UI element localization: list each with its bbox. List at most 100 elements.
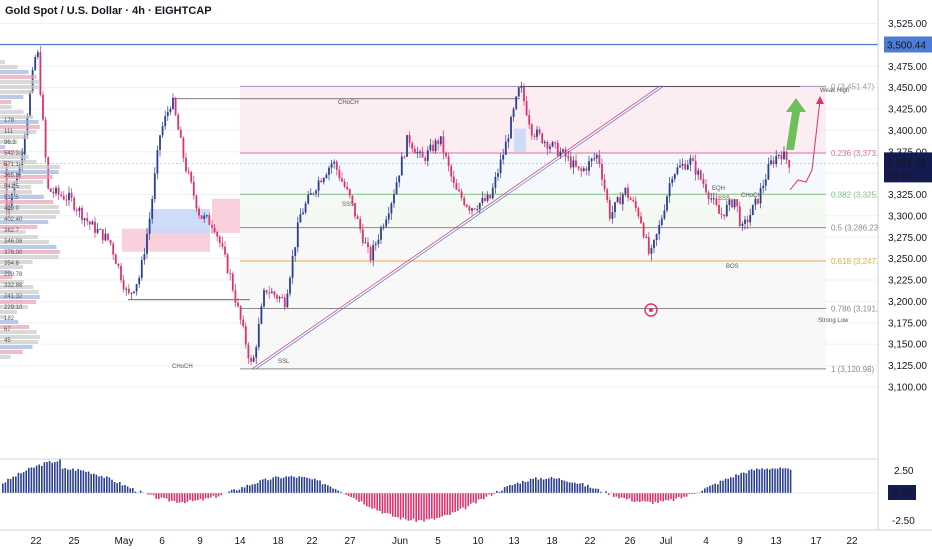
candle-body xyxy=(216,231,219,237)
oscillator-bar xyxy=(475,493,477,504)
oscillator-bar xyxy=(199,493,202,499)
volume-profile-label: 346.08 xyxy=(4,239,23,245)
candle-body xyxy=(203,215,206,219)
oscillator-bar xyxy=(17,472,20,493)
oscillator-bar xyxy=(358,493,360,502)
oscillator-bar xyxy=(511,485,514,493)
candle-body xyxy=(291,256,294,278)
candles-group xyxy=(3,45,791,366)
candle-body xyxy=(320,180,323,183)
oscillator-bar xyxy=(685,493,688,497)
oscillator-bar xyxy=(269,479,272,493)
volume-profile-bar xyxy=(0,345,33,349)
oscillator-bar xyxy=(438,493,441,518)
oscillator-bar xyxy=(524,482,527,493)
candle-body xyxy=(746,219,749,223)
oscillator-bar xyxy=(748,470,750,493)
oscillator-bar xyxy=(241,487,243,493)
candle-body xyxy=(385,219,388,227)
volume-profile-bar xyxy=(0,165,60,169)
candle-body xyxy=(632,199,635,202)
candle-body xyxy=(286,293,289,308)
oscillator-bar xyxy=(319,480,321,493)
oscillator-bar xyxy=(290,475,293,493)
oscillator-bar xyxy=(353,493,355,498)
oscillator-bar xyxy=(620,493,623,498)
volume-profile-label: 542.384 xyxy=(4,151,26,157)
candle-body xyxy=(200,215,203,219)
candle-body xyxy=(29,92,31,117)
oscillator-bar xyxy=(126,486,129,493)
oscillator-bar xyxy=(607,493,610,496)
oscillator-bar xyxy=(54,462,56,493)
oscillator-bar xyxy=(535,477,537,493)
oscillator-bar xyxy=(150,493,152,495)
oscillator-bar xyxy=(675,493,677,499)
volume-profile-bar xyxy=(0,215,57,219)
date-tick-label: 17 xyxy=(810,536,822,547)
volume-profile-bar xyxy=(0,310,17,314)
oscillator-bar xyxy=(678,493,680,497)
candle-body xyxy=(772,160,775,165)
oscillator-bar xyxy=(12,476,14,493)
candle-body xyxy=(281,297,284,299)
candle-body xyxy=(112,243,115,255)
candle-body xyxy=(393,194,395,204)
candle-body xyxy=(476,209,479,211)
oscillator-bar xyxy=(558,478,560,493)
oscillator-bar xyxy=(103,477,105,493)
demand-zone xyxy=(514,128,526,152)
price-tick-label: 3,475.00 xyxy=(888,62,927,73)
annotation-choch-top: CHoCH xyxy=(338,100,359,106)
candle-body xyxy=(523,86,525,102)
oscillator-bar xyxy=(7,478,9,493)
candle-body xyxy=(642,223,645,237)
oscillator-bar xyxy=(210,493,212,498)
candle-body xyxy=(468,206,471,211)
oscillator-bar xyxy=(67,469,69,493)
candle-body xyxy=(283,297,286,308)
fib-label: 0.236 (3,373.48) xyxy=(831,149,890,158)
price-tick-label: 3,175.00 xyxy=(888,318,927,329)
oscillator-bar xyxy=(654,493,657,502)
oscillator-bar xyxy=(763,469,766,493)
volume-profile-bar xyxy=(0,110,24,114)
oscillator-bar xyxy=(774,468,776,493)
volume-profile-bar xyxy=(0,245,57,249)
volume-profile-bar xyxy=(0,290,39,294)
oscillator-bar xyxy=(139,490,142,493)
candle-body xyxy=(159,135,161,150)
oscillator-bar xyxy=(592,488,594,493)
candle-body xyxy=(525,101,528,116)
candle-body xyxy=(437,140,440,145)
candle-body xyxy=(619,197,622,205)
oscillator-bar xyxy=(548,478,550,493)
candle-body xyxy=(450,165,453,177)
oscillator-bar xyxy=(272,477,274,493)
candle-body xyxy=(653,239,655,248)
oscillator-bar xyxy=(160,493,163,498)
oscillator-bar xyxy=(230,489,233,493)
osc-tick-label: 2.50 xyxy=(894,466,914,477)
price-tick-label: 3,150.00 xyxy=(888,340,927,351)
fib-label: 1 (3,120.98) xyxy=(831,365,874,374)
oscillator-bar xyxy=(449,493,451,516)
candle-body xyxy=(296,222,299,248)
candle-body xyxy=(434,140,437,152)
oscillator-bar xyxy=(95,474,98,493)
candle-body xyxy=(733,199,736,208)
oscillator-bar xyxy=(659,493,662,501)
volume-profile-bar xyxy=(0,210,60,214)
candle-body xyxy=(530,124,533,136)
oscillator-bar xyxy=(121,485,124,493)
oscillator-bar xyxy=(324,484,326,493)
oscillator-bar xyxy=(181,493,183,502)
oscillator-bar xyxy=(628,493,631,499)
volume-profile-bar xyxy=(0,180,44,184)
oscillator-bar xyxy=(698,492,701,493)
candle-body xyxy=(78,207,81,211)
oscillator-bar xyxy=(730,477,732,493)
candle-body xyxy=(73,197,76,210)
date-tick-label: 18 xyxy=(272,536,284,547)
